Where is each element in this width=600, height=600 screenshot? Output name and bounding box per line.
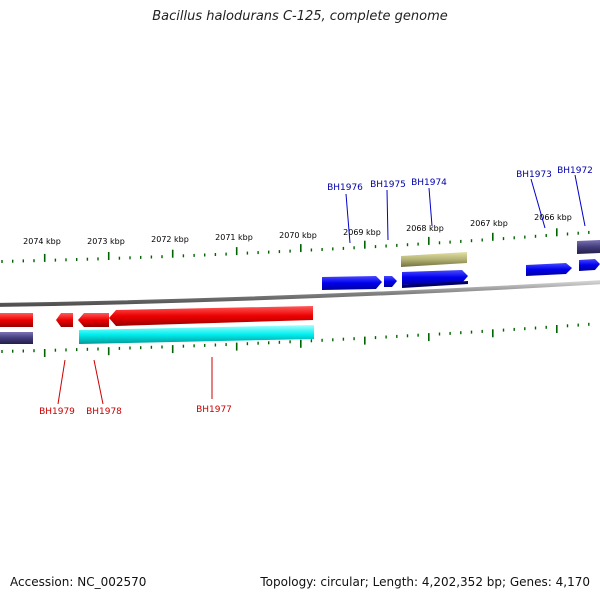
gene-label-bh1979[interactable]: BH1979: [39, 407, 75, 417]
cyan-feature: [79, 325, 314, 344]
genome-stats-label: Topology: circular; Length: 4,202,352 bp…: [260, 575, 590, 589]
gene-arrow-bh1977: [109, 306, 313, 326]
repeat-feature-right: [577, 240, 600, 254]
gene-arrow-bh1979: [56, 313, 73, 327]
leader-line-bh1978: [93, 359, 104, 405]
gene-label-bh1976[interactable]: BH1976: [327, 183, 363, 193]
gene-arrow-bh1978: [78, 313, 109, 327]
scale-label-2069: 2069 kbp: [343, 228, 381, 237]
leader-line-bh1976: [345, 193, 351, 244]
gene-label-bh1972[interactable]: BH1972: [557, 166, 593, 176]
leader-line-bh1975: [386, 189, 389, 241]
gene-arrow-bh1975: [384, 276, 397, 287]
leader-line-bh1972: [574, 174, 586, 227]
scale-ticks-outer: [1, 228, 590, 263]
scale-label-2074: 2074 kbp: [23, 237, 61, 246]
scale-label-2070: 2070 kbp: [279, 231, 317, 240]
scale-label-2071: 2071 kbp: [215, 233, 253, 242]
scale-label-2067: 2067 kbp: [470, 219, 508, 228]
gene-arrow-left-edge: [0, 313, 33, 327]
leader-line-bh1973: [530, 178, 546, 229]
leader-line-bh1974: [428, 187, 433, 227]
genome-backbone: [0, 280, 600, 307]
scale-label-2068: 2068 kbp: [406, 224, 444, 233]
scale-label-2072: 2072 kbp: [151, 235, 189, 244]
scale-label-2066: 2066 kbp: [534, 213, 572, 222]
gene-label-bh1975[interactable]: BH1975: [370, 180, 406, 190]
gene-label-bh1973[interactable]: BH1973: [516, 170, 552, 180]
rna-feature-khaki: [401, 252, 467, 267]
gene-arrow-bh1973: [526, 263, 572, 276]
map-title: Bacillus halodurans C-125, complete geno…: [152, 9, 448, 24]
gene-arrow-bh1972: [579, 259, 600, 271]
gene-label-bh1974[interactable]: BH1974: [411, 178, 447, 188]
gene-label-bh1978[interactable]: BH1978: [86, 407, 122, 417]
leader-line-bh1979: [57, 359, 66, 405]
forward-strand-features: [322, 259, 600, 290]
gene-arrow-blue-lower-edge: [402, 281, 468, 288]
accession-label: Accession: NC_002570: [10, 575, 147, 589]
scale-label-2073: 2073 kbp: [87, 237, 125, 246]
repeat-feature-left: [0, 332, 33, 344]
reverse-strand-features: [0, 306, 313, 327]
scale-ticks-inner: [1, 322, 590, 357]
gene-arrow-bh1974: [402, 270, 468, 285]
gene-label-bh1977[interactable]: BH1977: [196, 405, 232, 415]
gene-arrow-bh1976: [322, 276, 382, 290]
